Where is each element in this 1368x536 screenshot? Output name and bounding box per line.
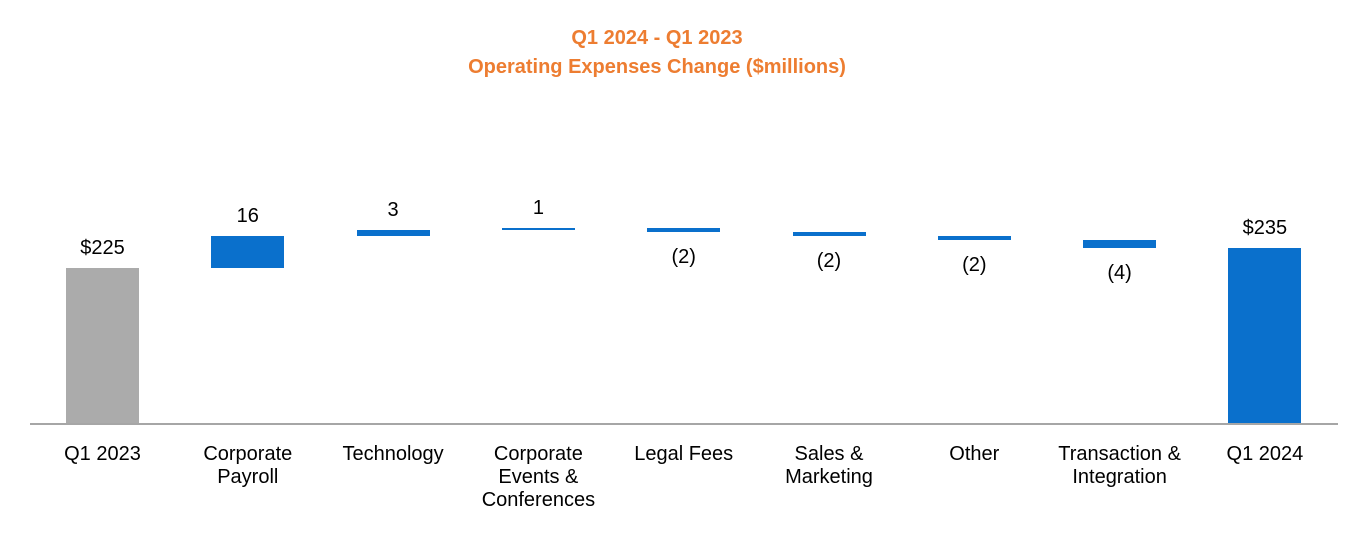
bar-corporate-payroll [211,236,285,268]
x-axis-label-other: Other [949,443,1000,465]
x-axis-label-q1-2024: Q1 2024 [1226,443,1304,465]
x-axis-label-q1-2023: Q1 2023 [64,443,141,465]
bar-corporate-events-conferences [501,228,575,230]
value-label-transaction-integration: (4) [1107,262,1132,284]
chart-title: Q1 2024 - Q1 2023 [571,27,743,49]
x-axis-label-corporate-events-conferences: Corporate Events & Conferences [481,443,596,511]
value-label-other: (2) [962,254,987,276]
bar-q1-2024 [1228,248,1302,424]
value-label-corporate-payroll: 16 [236,205,259,227]
value-label-sales-marketing: (2) [816,250,842,272]
x-axis-label-corporate-payroll: Corporate Payroll [203,443,293,488]
x-axis-label-transaction-integration: Transaction & Integration [1058,443,1181,488]
x-axis-label-technology: Technology [342,443,444,465]
x-axis-label-sales-marketing: Sales & Marketing [785,443,873,488]
chart-title-block: Q1 2024 - Q1 2023 Operating Expenses Cha… [468,24,846,82]
value-label-legal-fees: (2) [671,246,696,268]
bar-technology [356,230,430,236]
bar-other [937,236,1011,240]
value-label-q1-2023: $225 [80,237,125,259]
chart-subtitle: Operating Expenses Change ($millions) [468,56,846,78]
value-label-corporate-events-conferences: 1 [532,197,544,219]
x-axis-label-legal-fees: Legal Fees [634,443,734,465]
bar-sales-marketing [792,232,866,236]
bar-q1-2023 [66,268,139,424]
x-axis-line [30,423,1338,425]
bar-transaction-integration [1083,240,1157,248]
value-label-technology: 3 [387,199,399,221]
value-label-q1-2024: $235 [1242,217,1288,239]
bar-legal-fees [647,228,721,232]
